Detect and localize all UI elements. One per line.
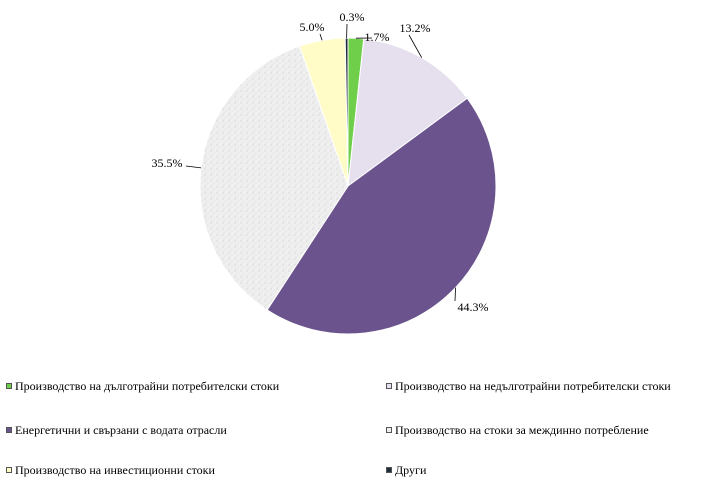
leader-line-5 xyxy=(320,34,322,40)
legend-label-2: Производство на недълготрайни потребител… xyxy=(395,379,671,393)
data-label-2: 13.2% xyxy=(400,21,431,35)
legend-item-6: Други xyxy=(386,463,426,477)
legend-swatch-5 xyxy=(6,467,12,473)
leader-line-4 xyxy=(186,166,201,168)
legend-swatch-1 xyxy=(6,383,12,389)
data-label-4: 35.5% xyxy=(152,156,183,170)
legend-item-3: Енергетични и свързани с водата отрасли xyxy=(6,423,227,437)
data-label-5: 5.0% xyxy=(300,20,325,34)
legend-label-1: Производство на дълготрайни потребителск… xyxy=(15,379,279,393)
legend-swatch-6 xyxy=(386,467,392,473)
data-label-6: 0.3% xyxy=(340,10,365,24)
legend-item-5: Производство на инвестиционни стоки xyxy=(6,463,215,477)
legend-item-2: Производство на недълготрайни потребител… xyxy=(386,379,671,393)
legend-swatch-4 xyxy=(386,427,392,433)
data-label-1: 1.7% xyxy=(365,30,390,44)
legend-label-5: Производство на инвестиционни стоки xyxy=(15,463,215,477)
legend-swatch-2 xyxy=(386,383,392,389)
legend-item-4: Производство на стоки за междинно потреб… xyxy=(386,423,649,437)
legend-label-3: Енергетични и свързани с водата отрасли xyxy=(15,423,227,437)
data-label-3: 44.3% xyxy=(458,300,489,314)
legend-label-6: Други xyxy=(395,463,426,477)
legend-label-4: Производство на стоки за междинно потреб… xyxy=(395,423,649,437)
leader-line-3 xyxy=(455,288,456,301)
legend-item-1: Производство на дълготрайни потребителск… xyxy=(6,379,279,393)
legend-swatch-3 xyxy=(6,427,12,433)
